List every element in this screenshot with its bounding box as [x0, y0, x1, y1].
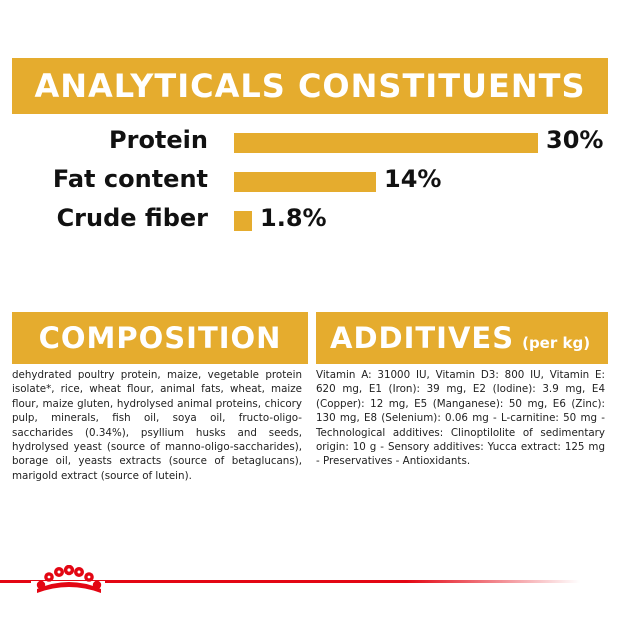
crude-fiber-value: 1.8%	[260, 204, 327, 232]
crude-fiber-label: Crude fiber	[56, 204, 208, 232]
analytics-title-banner: ANALYTICALS CONSTITUENTS	[12, 58, 608, 114]
additives-subtitle: (per kg)	[522, 334, 591, 352]
additives-title: ADDITIVES	[330, 321, 515, 355]
analytics-title: ANALYTICALS CONSTITUENTS	[34, 67, 586, 105]
composition-title: COMPOSITION	[38, 321, 282, 355]
footer-divider-line	[0, 580, 580, 583]
composition-title-banner: COMPOSITION	[12, 312, 308, 364]
additives-text: Vitamin A: 31000 IU, Vitamin D3: 800 IU,…	[316, 369, 605, 468]
crude-fiber-bar	[234, 211, 252, 231]
protein-bar	[234, 133, 538, 153]
protein-label: Protein	[109, 126, 208, 154]
royal-crown-logo-icon	[31, 565, 105, 595]
fat-content-bar	[234, 172, 376, 192]
composition-text: dehydrated poultry protein, maize, veget…	[12, 369, 302, 482]
additives-title-banner: ADDITIVES (per kg)	[316, 312, 608, 364]
fat-content-value: 14%	[384, 165, 442, 193]
fat-content-label: Fat content	[52, 165, 208, 193]
protein-value: 30%	[546, 126, 604, 154]
